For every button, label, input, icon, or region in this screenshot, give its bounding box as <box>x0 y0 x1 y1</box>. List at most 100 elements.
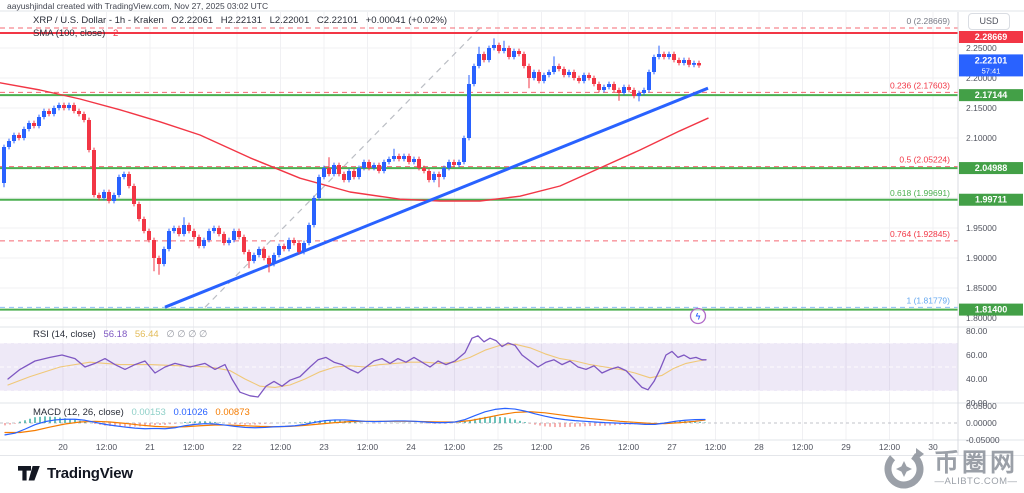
price-axis-labels: 2.25000 2.20000 2.15000 2.10000 1.95000 1.900… <box>966 43 1000 445</box>
svg-text:29: 29 <box>841 442 851 452</box>
ohlc-close: C2.22101 <box>316 15 359 26</box>
sticker-icon[interactable]: ϟ <box>689 307 707 325</box>
svg-text:25: 25 <box>493 442 503 452</box>
attribution-text: aayushjindal created with TradingView.co… <box>7 1 269 11</box>
svg-text:1.99711: 1.99711 <box>975 195 1007 205</box>
svg-text:-0.05000: -0.05000 <box>966 435 1000 445</box>
svg-text:12:00: 12:00 <box>444 442 466 452</box>
svg-text:57:41: 57:41 <box>982 66 1001 75</box>
svg-text:40.00: 40.00 <box>966 374 988 384</box>
svg-text:1.85000: 1.85000 <box>966 283 997 293</box>
watermark-subtitle: —ALIBTC.COM— <box>934 475 1018 487</box>
svg-text:2.10000: 2.10000 <box>966 133 997 143</box>
site-watermark: 币圈网 —ALIBTC.COM— <box>880 444 1018 492</box>
svg-text:28: 28 <box>754 442 764 452</box>
level-lines <box>0 32 958 311</box>
svg-text:20: 20 <box>58 442 68 452</box>
svg-text:2.04988: 2.04988 <box>975 163 1008 173</box>
macd-value: 0.01026 <box>173 407 208 418</box>
svg-text:30: 30 <box>928 442 938 452</box>
rsi-hidden-values: ∅ ∅ ∅ ∅ <box>166 329 208 340</box>
ohlc-low: L2.22001 <box>269 15 310 26</box>
rsi-band <box>0 342 958 392</box>
svg-text:1 (1.81779): 1 (1.81779) <box>907 295 951 305</box>
tradingview-logo-icon <box>18 466 40 481</box>
macd-signal-value: 0.00873 <box>215 407 250 418</box>
svg-text:2.17144: 2.17144 <box>975 90 1008 100</box>
sma-value: 2 <box>112 28 119 39</box>
svg-text:ϟ: ϟ <box>696 312 701 322</box>
svg-text:1.95000: 1.95000 <box>966 223 997 233</box>
macd-label: MACD (12, 26, close) <box>33 407 124 418</box>
fib-levels: 0 (2.28669) 0.236 (2.17603) 0.5 (2.05224) 0… <box>0 16 958 308</box>
pane-separators <box>0 10 1024 455</box>
time-axis-labels: 20 12:00 21 12:00 22 12:00 23 12:00 24 12:00 25 12:… <box>58 442 938 452</box>
svg-text:0.236 (2.17603): 0.236 (2.17603) <box>890 80 950 90</box>
svg-text:12:00: 12:00 <box>96 442 118 452</box>
svg-text:12:00: 12:00 <box>357 442 379 452</box>
gridlines <box>0 12 958 440</box>
svg-text:60.00: 60.00 <box>966 350 988 360</box>
macd-legend: MACD (12, 26, close) 0.00153 0.01026 0.0… <box>33 407 250 418</box>
macd-signal-line <box>4 411 706 434</box>
macd-histogram <box>4 416 706 428</box>
svg-text:12:00: 12:00 <box>705 442 727 452</box>
svg-text:23: 23 <box>319 442 329 452</box>
svg-text:22: 22 <box>232 442 242 452</box>
symbol-legend: XRP / U.S. Dollar - 1h - Kraken O2.22061… <box>33 15 447 26</box>
svg-text:0 (2.28669): 0 (2.28669) <box>907 16 951 26</box>
trendline[interactable] <box>164 86 709 309</box>
svg-text:2.25000: 2.25000 <box>966 43 997 53</box>
svg-text:1.81400: 1.81400 <box>975 305 1008 315</box>
symbol-title: XRP / U.S. Dollar - 1h - Kraken <box>33 15 164 26</box>
svg-text:2.28669: 2.28669 <box>975 32 1008 42</box>
svg-text:0.5 (2.05224): 0.5 (2.05224) <box>899 155 950 165</box>
time-scale[interactable] <box>0 440 958 455</box>
sma-line <box>0 82 709 202</box>
svg-text:12:00: 12:00 <box>183 442 205 452</box>
rsi-line <box>7 335 707 398</box>
svg-text:1.90000: 1.90000 <box>966 253 997 263</box>
currency-usd-button[interactable]: USD <box>968 13 1010 30</box>
svg-text:20.00: 20.00 <box>966 398 988 408</box>
rsi-signal-line <box>7 343 707 388</box>
price-change: +0.00041 (+0.02%) <box>365 15 448 26</box>
macd-line <box>4 407 706 436</box>
svg-text:12:00: 12:00 <box>879 442 901 452</box>
sma-label: SMA (100, close) <box>33 28 106 39</box>
svg-text:12:00: 12:00 <box>618 442 640 452</box>
ohlc-high: H2.22131 <box>220 15 262 26</box>
price-badges: 2.28669 2.17144 2.04988 1.99711 1.81400 2.221… <box>959 31 1023 316</box>
svg-text:21: 21 <box>145 442 155 452</box>
ohlc-open: O2.22061 <box>171 15 214 26</box>
rsi-signal-value: 56.44 <box>134 329 159 340</box>
svg-text:12:00: 12:00 <box>270 442 292 452</box>
svg-text:27: 27 <box>667 442 677 452</box>
svg-text:12:00: 12:00 <box>792 442 814 452</box>
svg-text:0.00000: 0.00000 <box>966 418 997 428</box>
svg-text:2.20000: 2.20000 <box>966 73 997 83</box>
watermark-logo-icon <box>884 448 924 489</box>
svg-text:2.15000: 2.15000 <box>966 103 997 113</box>
rsi-value: 56.18 <box>103 329 128 340</box>
watermark-title: 币圈网 <box>933 447 1018 477</box>
price-scale[interactable] <box>958 12 1024 440</box>
candles-layer[interactable] <box>2 38 701 275</box>
svg-text:2.22101: 2.22101 <box>975 55 1008 65</box>
svg-text:0.05000: 0.05000 <box>966 401 997 411</box>
sma-legend: SMA (100, close) 2 <box>33 28 118 39</box>
rsi-legend: RSI (14, close) 56.18 56.44 ∅ ∅ ∅ ∅ <box>33 329 207 340</box>
tradingview-brand-text: TradingView <box>47 465 133 482</box>
macd-hist-value: 0.00153 <box>131 407 166 418</box>
rsi-label: RSI (14, close) <box>33 329 96 340</box>
footer-bar: TradingView <box>0 455 1024 493</box>
svg-text:0.618 (1.99691): 0.618 (1.99691) <box>890 188 950 198</box>
tradingview-logo[interactable]: TradingView <box>18 465 133 482</box>
svg-text:1.80000: 1.80000 <box>966 313 997 323</box>
svg-text:26: 26 <box>580 442 590 452</box>
svg-text:12:00: 12:00 <box>531 442 553 452</box>
svg-text:80.00: 80.00 <box>966 326 988 336</box>
svg-text:24: 24 <box>406 442 416 452</box>
